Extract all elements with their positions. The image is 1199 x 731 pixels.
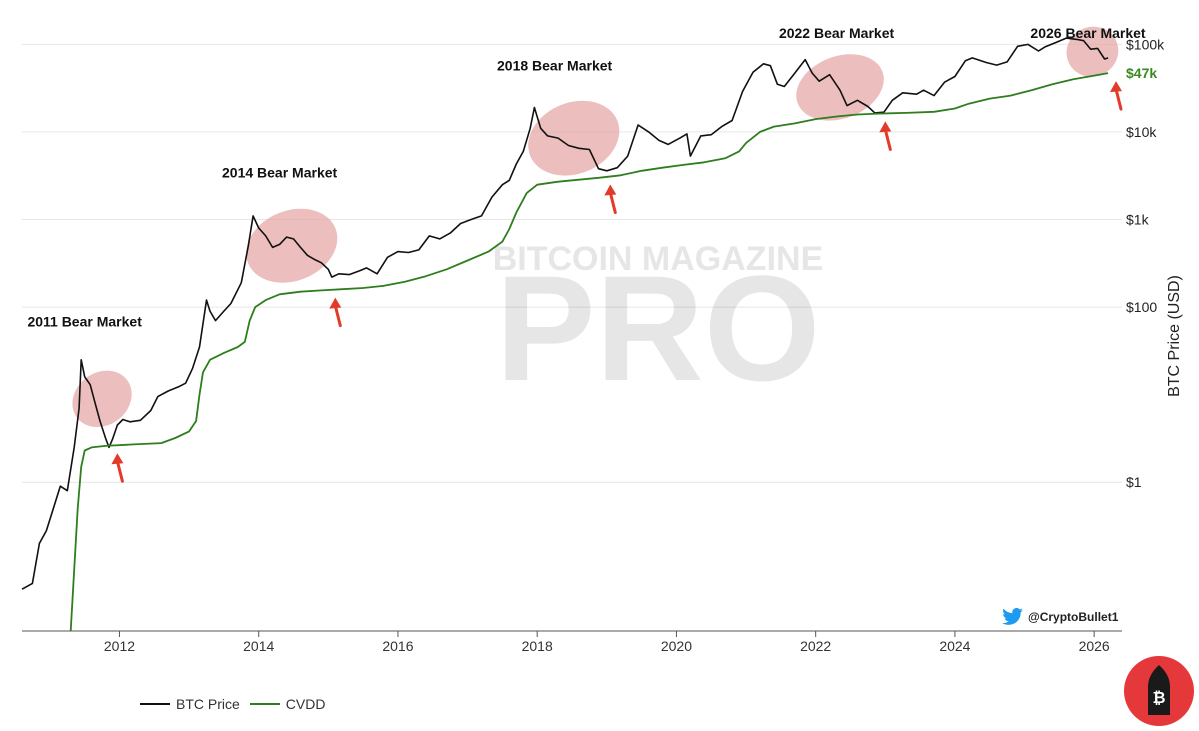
svg-text:₿: ₿ [1152, 689, 1165, 707]
twitter-handle-text: @CryptoBullet1 [1028, 610, 1119, 624]
bear-market-arrow-head [329, 297, 342, 309]
y-tick-label: $1k [1126, 212, 1150, 228]
twitter-handle: @CryptoBullet1 [1002, 608, 1118, 626]
chart-legend: BTC Price CVDD [140, 696, 325, 712]
y-tick-label: $100k [1126, 36, 1165, 52]
legend-swatch-cvdd [249, 703, 280, 705]
bear-market-annotation: 2026 Bear Market [1030, 25, 1146, 41]
bear-market-annotation: 2011 Bear Market [27, 314, 142, 330]
bear-market-highlight [796, 54, 884, 121]
watermark: BITCOIN MAGAZINE PRO [493, 240, 824, 412]
cvdd-value-label: $47k [1126, 65, 1157, 81]
bear-market-arrow-head [604, 184, 617, 196]
bear-market-annotation: 2014 Bear Market [222, 165, 338, 181]
y-axis-label: BTC Price (USD) [1166, 275, 1183, 397]
x-tick-label: 2020 [661, 638, 692, 654]
y-tick-label: $10k [1126, 124, 1157, 140]
bear-market-arrow-head [1110, 81, 1122, 93]
bear-market-annotations: 2011 Bear Market 2014 Bear Market 2018 Bea… [27, 25, 1145, 330]
bear-market-arrow [608, 190, 617, 214]
bear-market-highlight [246, 208, 338, 283]
y-axis-ticks: $1 $100 $1k $10k $100k [1126, 36, 1165, 490]
bear-market-arrow [333, 304, 342, 328]
bear-market-arrow-head [111, 453, 124, 465]
x-tick-label: 2026 [1079, 638, 1110, 654]
x-tick-label: 2022 [800, 638, 831, 654]
bear-market-highlights [72, 26, 1119, 428]
y-tick-label: $1 [1126, 474, 1142, 490]
bear-market-arrow-head [879, 121, 892, 133]
bitcoin-bullet-badge: ₿ [1124, 656, 1194, 726]
legend-swatch-btc-price [140, 703, 170, 705]
legend-label-btc-price: BTC Price [176, 696, 240, 712]
series-lines [21, 37, 1109, 632]
bear-market-arrow [883, 127, 892, 151]
bear-market-highlight [528, 100, 620, 176]
bear-market-annotation: 2022 Bear Market [779, 25, 895, 41]
cvdd-line [69, 72, 1109, 632]
watermark-main-text: PRO [495, 244, 820, 412]
twitter-bird-icon [1002, 608, 1023, 625]
x-tick-label: 2012 [104, 638, 135, 654]
bear-market-arrow [115, 459, 124, 483]
bullet-icon: ₿ [1148, 665, 1170, 715]
legend-item-cvdd[interactable]: CVDD [249, 696, 326, 712]
legend-item-btc-price[interactable]: BTC Price [140, 696, 240, 712]
x-axis-ticks: 2012 2014 2016 2018 2020 2022 2024 2026 [104, 631, 1110, 654]
bear-market-arrow [1114, 87, 1123, 111]
watermark-top-text: BITCOIN MAGAZINE [493, 240, 824, 278]
y-tick-label: $100 [1126, 299, 1157, 315]
x-tick-label: 2024 [939, 638, 970, 654]
x-tick-label: 2018 [522, 638, 553, 654]
bear-market-arrows [111, 81, 1123, 483]
x-tick-label: 2016 [382, 638, 413, 654]
bear-market-highlight [72, 370, 132, 428]
btc-price-line [21, 37, 1109, 590]
bear-market-annotation: 2018 Bear Market [497, 58, 613, 74]
x-tick-label: 2014 [243, 638, 274, 654]
legend-label-cvdd: CVDD [285, 696, 326, 712]
